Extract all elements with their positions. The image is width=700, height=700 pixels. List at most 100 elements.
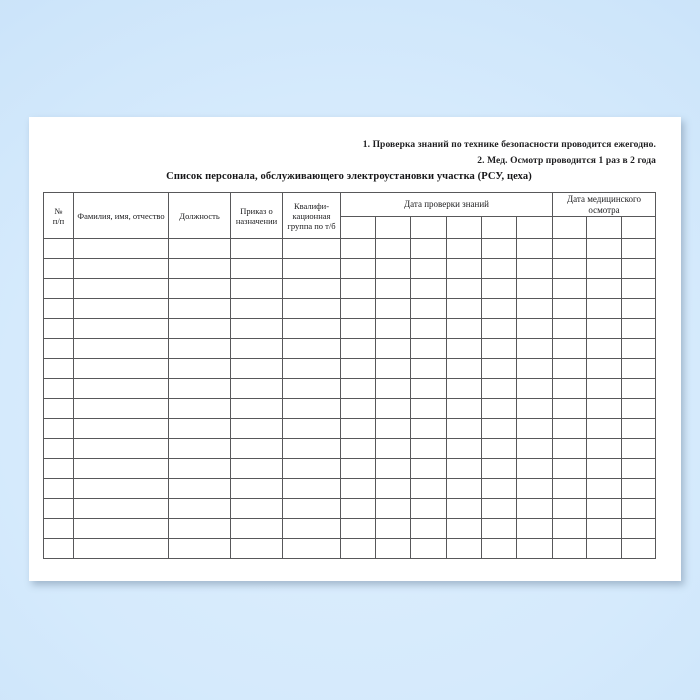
table-cell [43,538,74,560]
document-paper: 1. Проверка знаний по технике безопаснос… [29,117,681,581]
table-cell [230,518,283,540]
table-cell [73,458,169,480]
table-cell [168,458,231,480]
table-cell [43,438,74,460]
table-cell [481,498,517,520]
table-cell [340,438,376,460]
table-cell [282,418,341,440]
table-cell [340,258,376,280]
table-cell [73,358,169,380]
table-cell [340,398,376,420]
table-cell [515,438,554,460]
table-cell [282,358,341,380]
table-cell [410,458,447,480]
note-line-2: 2. Мед. Осмотр проводится 1 раз в 2 года [477,155,656,166]
table-cell [43,458,74,480]
table-cell [621,478,657,500]
table-cell [230,278,283,300]
table-cell [73,438,169,460]
table-cell [43,338,74,360]
table-cell [446,478,482,500]
table-cell [282,278,341,300]
table-cell [340,238,376,260]
subheader-cell [446,216,482,240]
table-cell [282,298,341,320]
table-cell [586,478,623,500]
table-cell [481,398,517,420]
table-cell [621,318,657,340]
table-cell [230,498,283,520]
table-cell [282,538,341,560]
table-cell [586,438,623,460]
table-cell [410,418,447,440]
table-row [43,438,657,460]
document-notes: 1. Проверка знаний по технике безопаснос… [363,138,656,169]
table-cell [375,438,411,460]
table-cell [621,378,657,400]
table-cell [168,438,231,460]
table-cell [481,338,517,360]
document-title: Список персонала, обслуживающего электро… [166,171,532,182]
table-cell [621,458,657,480]
table-cell [410,438,447,460]
header-group-med-osmotr: Дата медицинского осмотра [552,191,657,218]
table-cell [73,338,169,360]
table-row [43,378,657,400]
table-cell [515,378,554,400]
table-cell [340,478,376,500]
table-cell [552,478,588,500]
header-cell-npp: № п/п [43,191,74,240]
table-cell [446,338,482,360]
table-cell [481,318,517,340]
table-cell [410,278,447,300]
table-cell [410,498,447,520]
table-cell [230,258,283,280]
table-cell [621,258,657,280]
table-cell [586,338,623,360]
table-cell [446,518,482,540]
table-cell [515,398,554,420]
table-cell [230,298,283,320]
table-cell [73,238,169,260]
header-cell-prikaz: Приказ о назначении [230,191,283,240]
header-cell-dolzhnost: Должность [168,191,231,240]
table-cell [586,418,623,440]
table-cell [621,358,657,380]
table-cell [552,258,588,280]
table-cell [230,378,283,400]
table-cell [586,238,623,260]
subheader-cell [586,216,623,240]
table-cell [73,258,169,280]
table-cell [481,518,517,540]
table-cell [621,398,657,420]
table-cell [515,518,554,540]
table-cell [230,478,283,500]
table-cell [552,238,588,260]
table-cell [282,318,341,340]
subheader-cell [621,216,657,240]
table-cell [43,358,74,380]
table-cell [515,298,554,320]
table-cell [375,498,411,520]
table-cell [340,538,376,560]
table-cell [168,258,231,280]
table-cell [515,538,554,560]
table-row [43,238,657,260]
table-cell [168,498,231,520]
personnel-table: № п/п Фамилия, имя, отчество Должность П… [43,191,657,560]
table-cell [586,278,623,300]
table-cell [586,318,623,340]
table-header: № п/п Фамилия, имя, отчество Должность П… [43,191,657,240]
table-cell [586,498,623,520]
table-cell [410,338,447,360]
table-cell [43,518,74,540]
table-cell [375,378,411,400]
table-cell [586,258,623,280]
table-cell [340,318,376,340]
table-row [43,258,657,280]
table-cell [43,258,74,280]
subheader-cell [552,216,588,240]
table-cell [43,398,74,420]
table-cell [168,518,231,540]
